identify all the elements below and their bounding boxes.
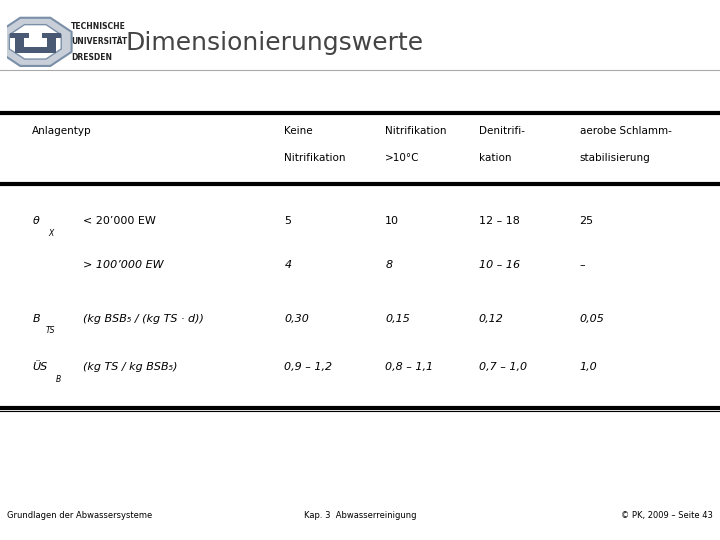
Text: 10 – 16: 10 – 16: [479, 260, 520, 269]
Text: 0,8 – 1,1: 0,8 – 1,1: [385, 362, 433, 372]
Text: B: B: [55, 375, 60, 383]
Text: stabilisierung: stabilisierung: [580, 153, 650, 163]
Text: 5: 5: [284, 217, 292, 226]
Text: Nitrifikation: Nitrifikation: [385, 126, 446, 136]
Text: aerobe Schlamm-: aerobe Schlamm-: [580, 126, 672, 136]
Text: θ: θ: [32, 217, 39, 226]
Text: < 20’000 EW: < 20’000 EW: [83, 217, 156, 226]
Bar: [10, 33, 29, 38]
Text: © PK, 2009 – Seite 43: © PK, 2009 – Seite 43: [621, 511, 713, 520]
Text: 0,7 – 1,0: 0,7 – 1,0: [479, 362, 527, 372]
Text: Anlagentyp: Anlagentyp: [32, 126, 92, 136]
Text: 10: 10: [385, 217, 399, 226]
Text: 0,12: 0,12: [479, 314, 504, 323]
Text: Grundlagen der Abwassersysteme: Grundlagen der Abwassersysteme: [7, 511, 153, 520]
Text: 0,05: 0,05: [580, 314, 605, 323]
Polygon shape: [0, 18, 71, 66]
Text: –: –: [580, 260, 585, 269]
Text: >10°C: >10°C: [385, 153, 420, 163]
Text: Denitrifi-: Denitrifi-: [479, 126, 525, 136]
Text: Dimensionierungswerte: Dimensionierungswerte: [126, 31, 424, 55]
Text: (kg BSB₅ / (kg TS · d)): (kg BSB₅ / (kg TS · d)): [83, 314, 204, 323]
Text: > 100’000 EW: > 100’000 EW: [83, 260, 163, 269]
Text: ÜS: ÜS: [32, 362, 48, 372]
Text: TS: TS: [45, 326, 55, 335]
Text: kation: kation: [479, 153, 511, 163]
Text: TECHNISCHE: TECHNISCHE: [71, 22, 126, 31]
Text: 0,30: 0,30: [284, 314, 310, 323]
Bar: [47, 37, 56, 53]
Bar: [42, 33, 60, 38]
Bar: [14, 37, 24, 53]
Text: 25: 25: [580, 217, 594, 226]
Text: B: B: [32, 314, 40, 323]
Text: X: X: [48, 229, 53, 238]
Text: 8: 8: [385, 260, 392, 269]
Text: 1,0: 1,0: [580, 362, 598, 372]
Text: DRESDEN: DRESDEN: [71, 53, 112, 62]
Text: Keine: Keine: [284, 126, 313, 136]
Bar: [14, 47, 56, 53]
Text: (kg TS / kg BSB₅): (kg TS / kg BSB₅): [83, 362, 177, 372]
Text: 12 – 18: 12 – 18: [479, 217, 520, 226]
Text: 4: 4: [284, 260, 292, 269]
Text: Kap. 3  Abwasserreinigung: Kap. 3 Abwasserreinigung: [304, 511, 416, 520]
Text: 0,15: 0,15: [385, 314, 410, 323]
Polygon shape: [9, 25, 61, 59]
Text: Nitrifikation: Nitrifikation: [284, 153, 346, 163]
Text: UNIVERSITÄT: UNIVERSITÄT: [71, 37, 127, 46]
Text: 0,9 – 1,2: 0,9 – 1,2: [284, 362, 333, 372]
